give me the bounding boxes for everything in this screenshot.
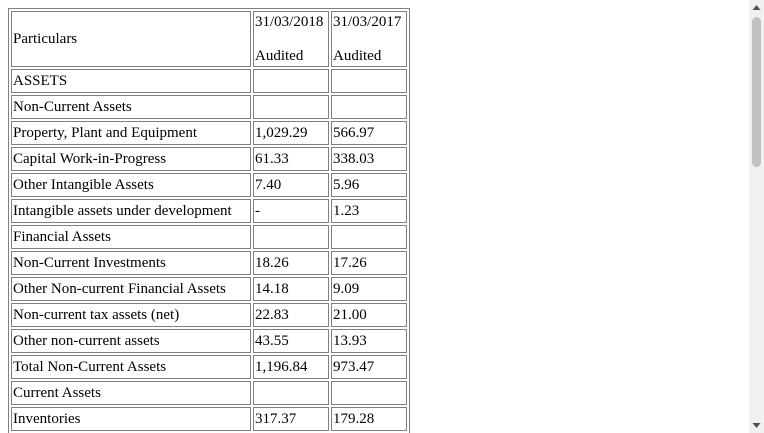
row-value-2017: 338.03: [331, 147, 407, 171]
balance-sheet-table: Particulars 31/03/2018 Audited 31/03/201…: [8, 8, 410, 433]
table-body: ASSETS Non-Current Assets Property, Plant …: [11, 69, 407, 433]
row-label: Current Assets: [11, 381, 251, 405]
table-row: Financial Assets: [11, 225, 407, 249]
row-value-2018: 1,196.84: [253, 355, 329, 379]
row-value-2018: 317.37: [253, 407, 329, 431]
header-col-2018: 31/03/2018 Audited: [253, 11, 329, 67]
row-value-2017: [331, 95, 407, 119]
table-row: Intangible assets under development -1.23: [11, 199, 407, 223]
table-header-row: Particulars 31/03/2018 Audited 31/03/201…: [11, 11, 407, 67]
vertical-scrollbar[interactable]: [749, 0, 764, 433]
row-value-2018: [253, 95, 329, 119]
row-value-2018: [253, 69, 329, 93]
row-value-2018: 1,029.29: [253, 121, 329, 145]
header-status-2017: Audited: [333, 48, 382, 64]
table-row: Capital Work-in-Progress 61.33 338.03: [11, 147, 407, 171]
table-row: Other non-current assets 43.55 13.93: [11, 329, 407, 353]
row-value-2018: 14.18: [253, 277, 329, 301]
table-row: Current Assets: [11, 381, 407, 405]
row-label: Financial Assets: [11, 225, 251, 249]
row-label: Intangible assets under development: [11, 199, 251, 223]
row-label: ASSETS: [11, 69, 251, 93]
row-value-2018: 18.26: [253, 251, 329, 275]
row-label: Property, Plant and Equipment: [11, 121, 251, 145]
row-value-2017: 9.09: [331, 277, 407, 301]
header-particulars: Particulars: [11, 11, 251, 67]
table-row: Non-current tax assets (net) 22.83 21.00: [11, 303, 407, 327]
row-value-2017: 179.28: [331, 407, 407, 431]
table-row: Property, Plant and Equipment 1,029.29 566…: [11, 121, 407, 145]
header-col-2017: 31/03/2017 Audited: [331, 11, 407, 67]
table-row: Total Non-Current Assets 1,196.84 973.47: [11, 355, 407, 379]
row-value-2018: -: [253, 199, 329, 223]
row-value-2018: 61.33: [253, 147, 329, 171]
header-date-2018: 31/03/2018: [255, 14, 324, 30]
row-value-2017: [331, 225, 407, 249]
row-label: Other Non-current Financial Assets: [11, 277, 251, 301]
header-particulars-label: Particulars: [13, 31, 78, 47]
row-value-2017: 21.00: [331, 303, 407, 327]
row-value-2017: 13.93: [331, 329, 407, 353]
table-row: Inventories 317.37 179.28: [11, 407, 407, 431]
table-row: ASSETS: [11, 69, 407, 93]
row-label: Other Intangible Assets: [11, 173, 251, 197]
table-row: Non-Current Assets: [11, 95, 407, 119]
row-value-2018: 22.83: [253, 303, 329, 327]
table-row: Other Non-current Financial Assets 14.18 9…: [11, 277, 407, 301]
row-value-2017: [331, 381, 407, 405]
row-value-2018: [253, 381, 329, 405]
triangle-up-icon[interactable]: [749, 0, 764, 15]
row-label: Other non-current assets: [11, 329, 251, 353]
row-value-2017: 566.97: [331, 121, 407, 145]
table-row: Non-Current Investments 18.26 17.26: [11, 251, 407, 275]
header-status-2018: Audited: [255, 48, 304, 64]
page-content: Particulars 31/03/2018 Audited 31/03/201…: [8, 8, 410, 433]
row-value-2017: 1.23: [331, 199, 407, 223]
header-date-2017: 31/03/2017: [333, 14, 402, 30]
row-label: Total Non-Current Assets: [11, 355, 251, 379]
row-label: Non-Current Investments: [11, 251, 251, 275]
row-value-2018: 43.55: [253, 329, 329, 353]
row-label: Capital Work-in-Progress: [11, 147, 251, 171]
row-value-2017: [331, 69, 407, 93]
row-label: Non-current tax assets (net): [11, 303, 251, 327]
row-value-2018: 7.40: [253, 173, 329, 197]
scrollbar-thumb[interactable]: [752, 17, 761, 167]
row-label: Non-Current Assets: [11, 95, 251, 119]
row-value-2017: 17.26: [331, 251, 407, 275]
row-value-2017: 5.96: [331, 173, 407, 197]
row-value-2018: [253, 225, 329, 249]
row-value-2017: 973.47: [331, 355, 407, 379]
triangle-down-icon[interactable]: [749, 418, 764, 433]
row-label: Inventories: [11, 407, 251, 431]
table-row: Other Intangible Assets 7.40 5.96: [11, 173, 407, 197]
